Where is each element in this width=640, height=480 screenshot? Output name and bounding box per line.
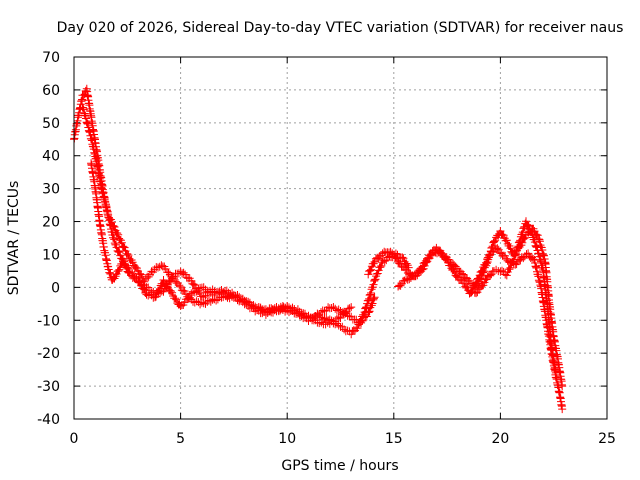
y-tick-label: 60 (42, 83, 60, 99)
series-trace-e (394, 224, 567, 391)
series-trace-d (364, 244, 567, 414)
axis-ticks: 0 5 10 15 20 25 -40 -30 -20 -10 0 10 20 30 40 50 60 70 (37, 50, 616, 447)
series-trace-c (78, 103, 356, 329)
y-tick-label: 70 (42, 50, 60, 66)
y-tick-label: 0 (51, 280, 60, 296)
y-tick-label: 20 (42, 215, 60, 231)
y-tick-label: 30 (42, 182, 60, 198)
x-tick-label: 5 (176, 431, 185, 447)
marker-trace (394, 224, 567, 391)
series-trace-f (470, 217, 560, 377)
x-tick-label: 10 (278, 431, 296, 447)
x-axis-label: GPS time / hours (281, 458, 398, 474)
x-tick-label: 0 (70, 431, 79, 447)
y-axis-label: SDTVAR / TECUs (6, 181, 22, 296)
marker-trace (364, 244, 567, 414)
y-tick-label: -30 (37, 379, 60, 395)
x-tick-label: 20 (491, 431, 509, 447)
x-tick-label: 25 (598, 431, 616, 447)
y-tick-label: -20 (37, 346, 60, 362)
marker-trace (470, 217, 560, 377)
y-tick-label: 50 (42, 116, 60, 132)
y-tick-label: -40 (37, 412, 60, 428)
y-tick-label: 40 (42, 149, 60, 165)
series-trace-b (87, 159, 379, 327)
marker-trace (78, 103, 356, 329)
marker-trace (87, 159, 379, 327)
data-points (70, 84, 567, 414)
y-tick-label: 10 (42, 247, 60, 263)
y-tick-label: -10 (37, 313, 60, 329)
x-tick-label: 15 (385, 431, 403, 447)
plot-frame (73, 56, 608, 420)
chart-title: Day 020 of 2026, Sidereal Day-to-day VTE… (57, 20, 624, 36)
